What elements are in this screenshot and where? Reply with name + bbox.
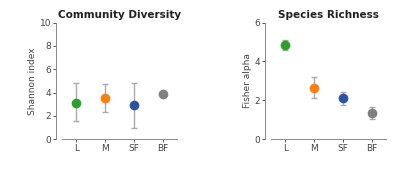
Y-axis label: Fisher alpha: Fisher alpha xyxy=(243,53,252,108)
Point xyxy=(282,44,288,46)
Point xyxy=(340,97,346,100)
Point xyxy=(160,93,166,96)
Title: Community Diversity: Community Diversity xyxy=(58,10,181,21)
Point xyxy=(311,86,317,89)
Y-axis label: Shannon index: Shannon index xyxy=(28,47,37,115)
Point xyxy=(369,112,375,114)
Title: Species Richness: Species Richness xyxy=(278,10,379,21)
Point xyxy=(102,97,108,100)
Point xyxy=(73,102,79,104)
Point xyxy=(131,104,137,107)
